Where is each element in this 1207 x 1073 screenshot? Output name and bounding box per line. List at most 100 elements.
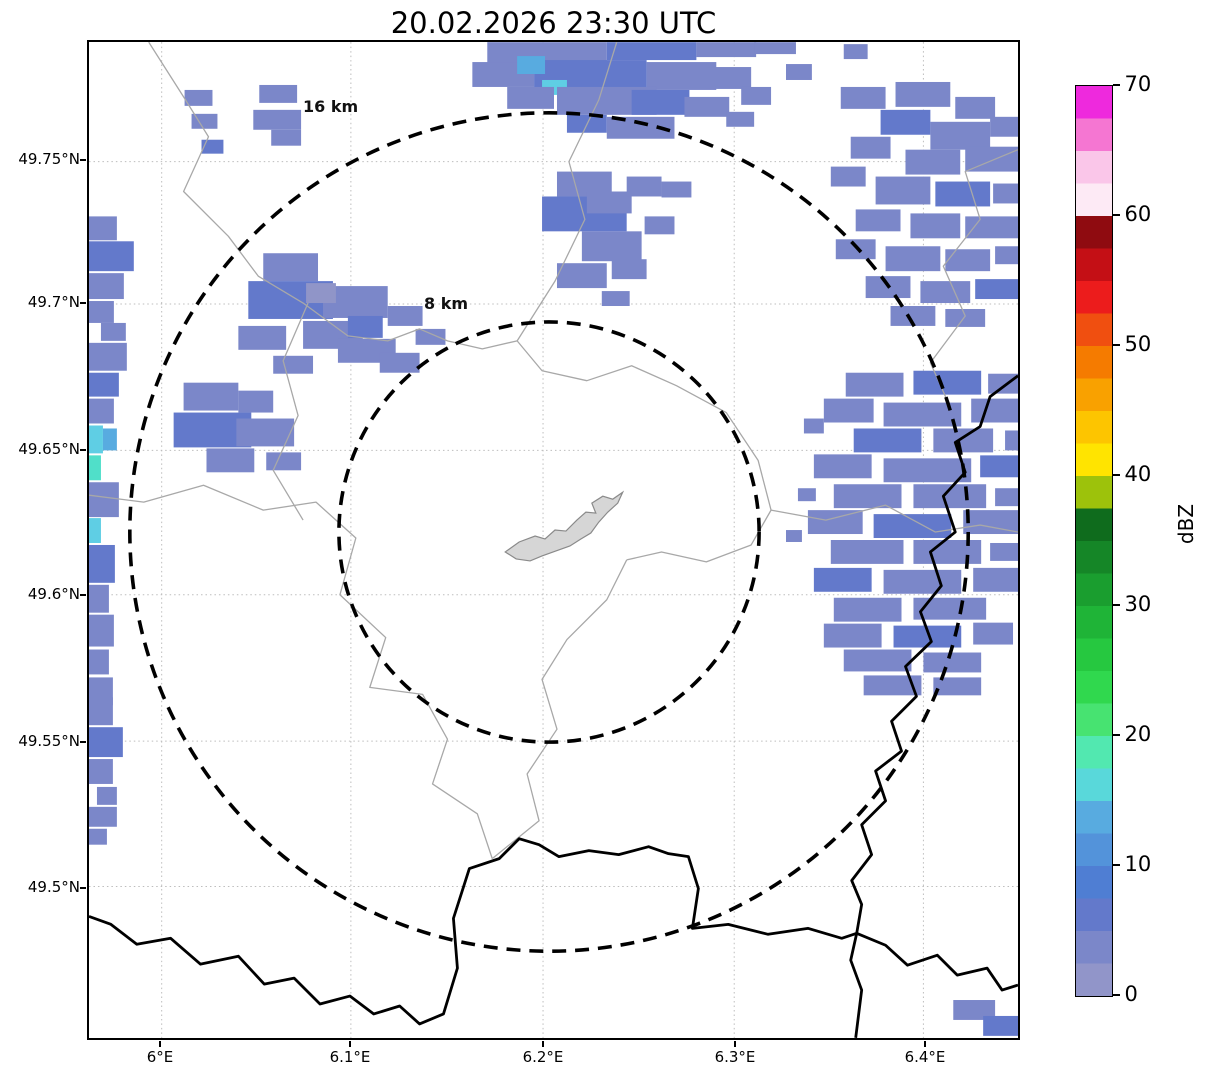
colorbar-tick-label: 40: [1124, 462, 1152, 486]
radar-echo-cell: [89, 727, 123, 758]
radar-echo-cell: [823, 623, 882, 648]
radar-echo-cell: [855, 209, 901, 232]
radar-echo-cell: [611, 259, 647, 280]
radar-echo-cell: [797, 488, 816, 502]
radar-echo-cell: [89, 482, 119, 518]
range-ring-16km: [128, 111, 971, 954]
admin-boundary-line: [148, 42, 518, 350]
radar-echo-cell: [89, 216, 117, 241]
radar-echo-cell: [963, 510, 1018, 535]
radar-echo-cell: [586, 191, 632, 214]
radar-echo-cell: [741, 86, 772, 105]
colorbar: [1075, 85, 1113, 997]
radar-echo-cell: [706, 67, 752, 89]
radar-echo-cell: [983, 1015, 1018, 1036]
colorbar-tick-mark: [1112, 864, 1120, 866]
colorbar-tick-label: 50: [1124, 332, 1152, 356]
radar-echo-cell: [379, 352, 420, 373]
colorbar-tick-mark: [1112, 604, 1120, 606]
radar-echo-cell: [971, 398, 1018, 423]
radar-echo-cell: [933, 677, 982, 696]
admin-boundary-line: [89, 484, 493, 859]
y-axis-tick-mark: [80, 159, 86, 161]
radar-echo-cell: [840, 86, 886, 109]
radar-echo-cell: [306, 283, 336, 304]
radar-echo-cell: [646, 62, 717, 90]
radar-echo-cell: [89, 455, 101, 481]
radar-echo-cell: [726, 111, 755, 127]
radar-echo-cell: [183, 382, 239, 411]
y-axis-tick-label: 49.55°N: [18, 732, 80, 750]
y-axis-tick-mark: [80, 302, 86, 304]
radar-echo-cell: [875, 176, 931, 205]
colorbar-gradient: [1076, 86, 1112, 996]
radar-echo-cell: [581, 231, 642, 262]
admin-boundary-line: [929, 149, 1018, 401]
radar-echo-cell: [253, 109, 302, 130]
radar-echo-cell: [905, 149, 961, 175]
radar-echo-cell: [913, 370, 982, 395]
radar-echo-cell: [853, 428, 922, 453]
radar-echo-cell: [830, 540, 904, 564]
radar-echo-cell: [975, 279, 1018, 300]
radar-echo-cell: [990, 542, 1018, 561]
range-ring-label-8km: 8 km: [424, 294, 469, 313]
radar-echo-cell: [910, 213, 961, 239]
admin-boundary-line: [516, 340, 772, 563]
radar-echo-cell: [100, 322, 126, 341]
radar-echo-cell: [785, 64, 812, 80]
radar-echo-cell: [606, 42, 697, 61]
radar-echo-cell: [89, 425, 103, 454]
admin-boundary-line: [770, 504, 1018, 533]
colorbar-tick-mark: [1112, 474, 1120, 476]
colorbar-tick-label: 0: [1124, 982, 1138, 1006]
radar-echo-cell: [835, 239, 876, 260]
radar-echo-cell: [930, 121, 991, 150]
radar-echo-cell: [843, 44, 868, 60]
x-axis-tick-mark: [349, 1041, 351, 1047]
y-axis-tick-label: 49.5°N: [27, 878, 80, 896]
map-panel: 16 km 8 km: [87, 40, 1020, 1040]
radar-echo-cell: [850, 136, 891, 159]
radar-echo-cell: [696, 42, 757, 58]
radar-echo-cell: [89, 241, 134, 272]
radar-echo-cell: [873, 514, 952, 539]
radar-echo-cell: [754, 42, 796, 55]
x-axis-tick-mark: [734, 1041, 736, 1047]
x-axis-tick-mark: [159, 1041, 161, 1047]
colorbar-tick-label: 60: [1124, 202, 1152, 226]
radar-echo-cell: [935, 181, 991, 207]
radar-echo-cell: [830, 166, 866, 187]
radar-echo-cell: [803, 418, 824, 434]
radar-echo-cell: [626, 176, 662, 197]
colorbar-tick-mark: [1112, 84, 1120, 86]
radar-echo-cell: [885, 246, 941, 272]
colorbar-tick-mark: [1112, 344, 1120, 346]
radar-echo-cell: [238, 325, 287, 350]
x-axis-tick-mark: [542, 1041, 544, 1047]
y-axis-tick-label: 49.65°N: [18, 440, 80, 458]
radar-echo-cell: [89, 301, 114, 323]
radar-echo-cell: [684, 96, 730, 117]
y-axis-tick-mark: [80, 741, 86, 743]
radar-echo-cell: [89, 584, 109, 613]
urban-area-polygon: [504, 490, 625, 562]
radar-echo-cell: [661, 181, 692, 198]
radar-echo-cell: [96, 786, 117, 805]
radar-echo-cell: [89, 342, 127, 371]
radar-echo-cell: [807, 510, 863, 535]
radar-echo-cell: [89, 759, 113, 784]
y-axis-tick-label: 49.7°N: [27, 293, 80, 311]
radar-echo-cell: [843, 649, 912, 672]
radar-echo-cell: [347, 315, 383, 338]
radar-echo-cell: [913, 484, 987, 509]
y-axis-tick-mark: [80, 887, 86, 889]
radar-echo-cell: [890, 306, 936, 326]
range-ring-8km: [337, 320, 761, 744]
radar-echo-cell: [813, 567, 872, 592]
radar-echo-cell: [191, 113, 218, 129]
radar-echo-cell: [206, 448, 255, 473]
y-axis-tick-label: 49.6°N: [27, 585, 80, 603]
radar-echo-cell: [644, 216, 675, 235]
radar-echo-cell: [883, 458, 972, 483]
